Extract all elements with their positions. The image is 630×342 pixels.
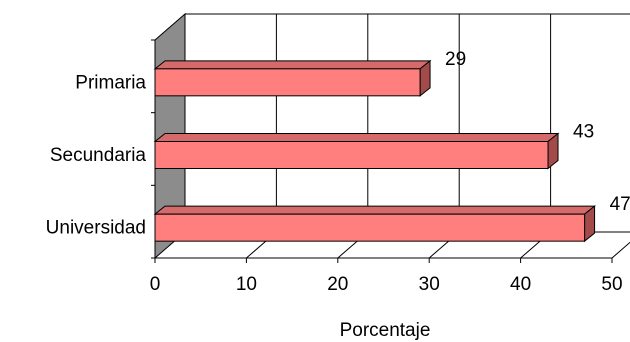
data-label: 43: [573, 122, 594, 143]
bar-front-face: [154, 141, 549, 169]
data-label: 29: [445, 49, 466, 70]
category-labels: Primaria Secundaria Universidad: [46, 72, 147, 238]
data-labels: 29 43 47: [445, 49, 630, 215]
category-label: Universidad: [46, 218, 146, 239]
x-tick-label: 20: [327, 274, 348, 295]
category-label: Secundaria: [50, 145, 147, 166]
bar: [153, 205, 597, 243]
x-tick-label: 30: [419, 274, 440, 295]
bar-top-face: [153, 60, 432, 70]
x-tick-label: 10: [236, 274, 257, 295]
x-tick-label: 0: [150, 274, 161, 295]
bar-front-face: [154, 68, 421, 97]
bar-top-face: [153, 133, 560, 142]
bar-top-face: [153, 205, 597, 215]
floor-gridline: [611, 241, 630, 259]
x-tick-label: 50: [601, 274, 622, 295]
bars: [153, 59, 597, 243]
x-axis-title: Porcentaje: [340, 320, 431, 341]
x-tick-label: 40: [510, 274, 531, 295]
bar: [153, 59, 432, 97]
data-label: 47: [610, 194, 630, 215]
bar: [153, 132, 560, 170]
x-tick-labels: 0 10 20 30 40 50: [150, 274, 623, 295]
bar-front-face: [154, 213, 586, 242]
category-label: Primaria: [75, 72, 146, 93]
